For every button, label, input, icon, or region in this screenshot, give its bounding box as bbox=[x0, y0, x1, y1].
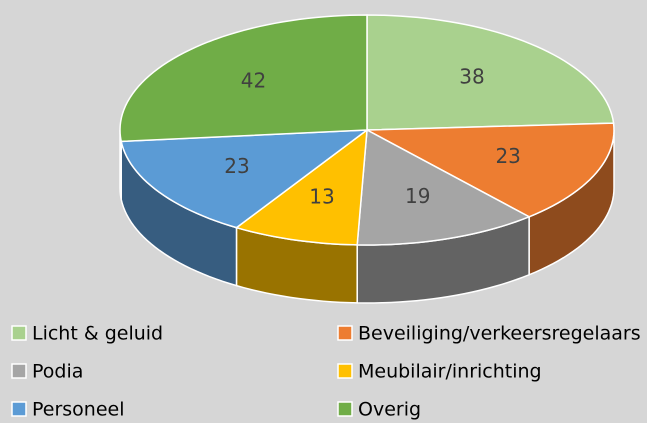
legend-swatch bbox=[11, 401, 27, 417]
legend-label: Beveiliging/verkeersregelaars bbox=[358, 323, 641, 345]
legend-label: Licht & geluid bbox=[32, 323, 163, 345]
pie-slice bbox=[356, 128, 531, 246]
pie-slice bbox=[364, 122, 615, 218]
legend-swatch bbox=[11, 325, 27, 341]
data-label: 13 bbox=[309, 185, 334, 209]
pie-slice bbox=[119, 14, 368, 143]
data-label: 42 bbox=[241, 69, 266, 93]
legend-label: Meubilair/inrichting bbox=[358, 361, 542, 383]
legend-swatch bbox=[337, 401, 353, 417]
legend-swatch bbox=[337, 325, 353, 341]
data-label: 23 bbox=[495, 144, 520, 168]
legend-label: Podia bbox=[32, 361, 83, 383]
pie-slice bbox=[366, 14, 615, 131]
pie-slice bbox=[234, 128, 368, 246]
pie-slice bbox=[120, 129, 370, 229]
legend-swatch bbox=[11, 363, 27, 379]
data-label: 23 bbox=[224, 154, 249, 178]
legend-label: Overig bbox=[358, 399, 421, 421]
data-label: 19 bbox=[405, 184, 430, 208]
data-label: 38 bbox=[459, 65, 484, 89]
legend-swatch bbox=[337, 363, 353, 379]
legend-label: Personeel bbox=[32, 399, 125, 421]
